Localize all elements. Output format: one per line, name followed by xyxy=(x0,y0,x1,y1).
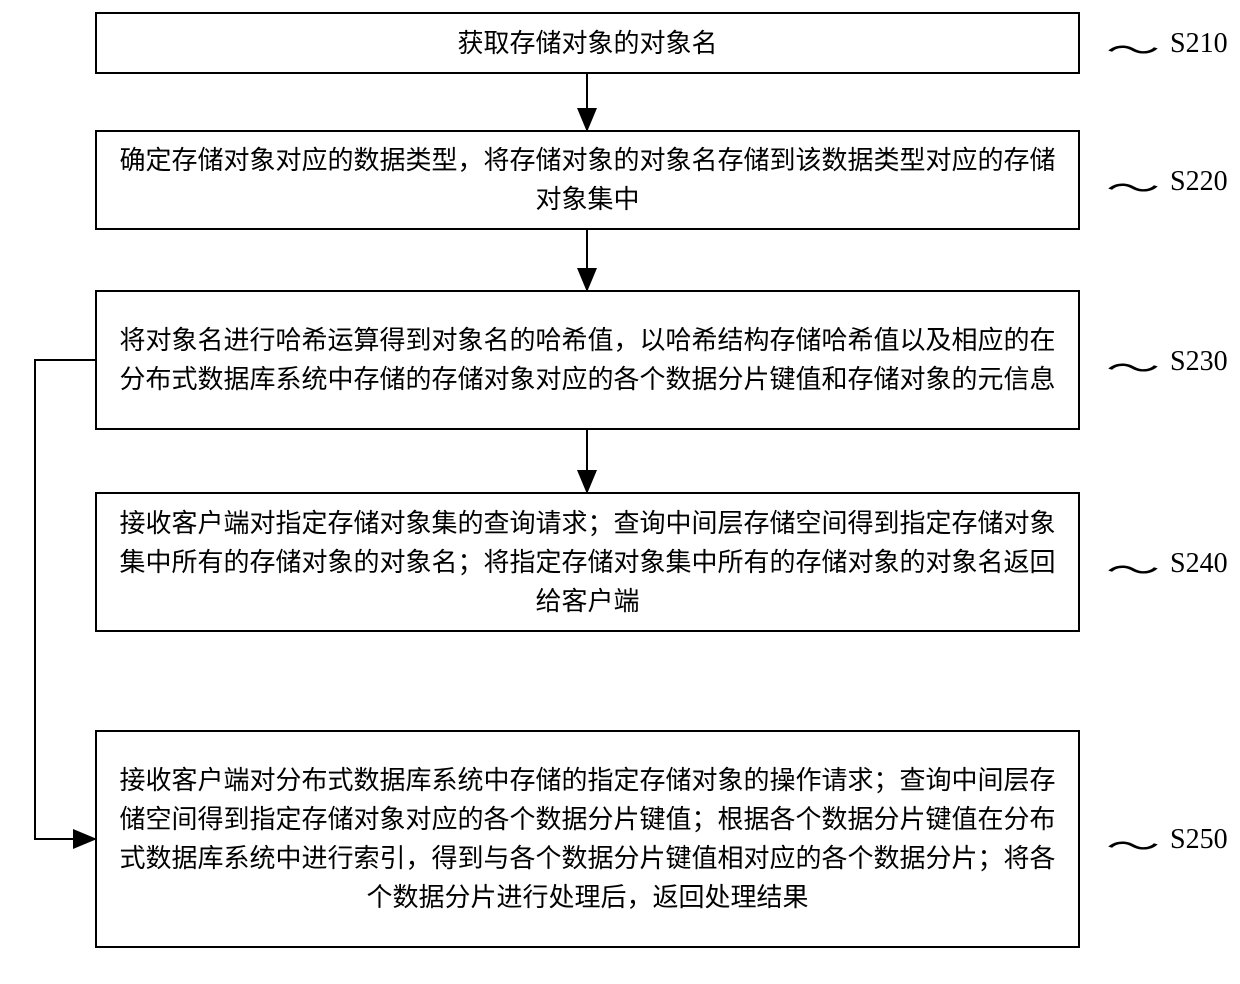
step-text: 将对象名进行哈希运算得到对象名的哈希值，以哈希结构存储哈希值以及相应的在分布式数… xyxy=(117,321,1058,399)
curve-connector-icon: 〜 xyxy=(1106,546,1160,590)
step-text: 接收客户端对分布式数据库系统中存储的指定存储对象的操作请求；查询中间层存储空间得… xyxy=(117,761,1058,917)
step-label-s230: S230 xyxy=(1170,346,1228,378)
step-box-s210: 获取存储对象的对象名 xyxy=(95,12,1080,74)
step-box-s230: 将对象名进行哈希运算得到对象名的哈希值，以哈希结构存储哈希值以及相应的在分布式数… xyxy=(95,290,1080,430)
step-label-s210: S210 xyxy=(1170,28,1228,60)
step-label-s250: S250 xyxy=(1170,824,1228,856)
flowchart-canvas: 获取存储对象的对象名〜S210确定存储对象对应的数据类型，将存储对象的对象名存储… xyxy=(0,0,1240,984)
step-box-s250: 接收客户端对分布式数据库系统中存储的指定存储对象的操作请求；查询中间层存储空间得… xyxy=(95,730,1080,948)
step-box-s240: 接收客户端对指定存储对象集的查询请求；查询中间层存储空间得到指定存储对象集中所有… xyxy=(95,492,1080,632)
arrow-s230-s250 xyxy=(35,360,95,839)
curve-connector-icon: 〜 xyxy=(1106,164,1160,208)
step-label-s220: S220 xyxy=(1170,166,1228,198)
step-label-s240: S240 xyxy=(1170,548,1228,580)
step-box-s220: 确定存储对象对应的数据类型，将存储对象的对象名存储到该数据类型对应的存储对象集中 xyxy=(95,130,1080,230)
curve-connector-icon: 〜 xyxy=(1106,344,1160,388)
step-text: 获取存储对象的对象名 xyxy=(457,24,717,63)
curve-connector-icon: 〜 xyxy=(1106,822,1160,866)
step-text: 确定存储对象对应的数据类型，将存储对象的对象名存储到该数据类型对应的存储对象集中 xyxy=(117,141,1058,219)
step-text: 接收客户端对指定存储对象集的查询请求；查询中间层存储空间得到指定存储对象集中所有… xyxy=(117,504,1058,621)
curve-connector-icon: 〜 xyxy=(1106,26,1160,70)
